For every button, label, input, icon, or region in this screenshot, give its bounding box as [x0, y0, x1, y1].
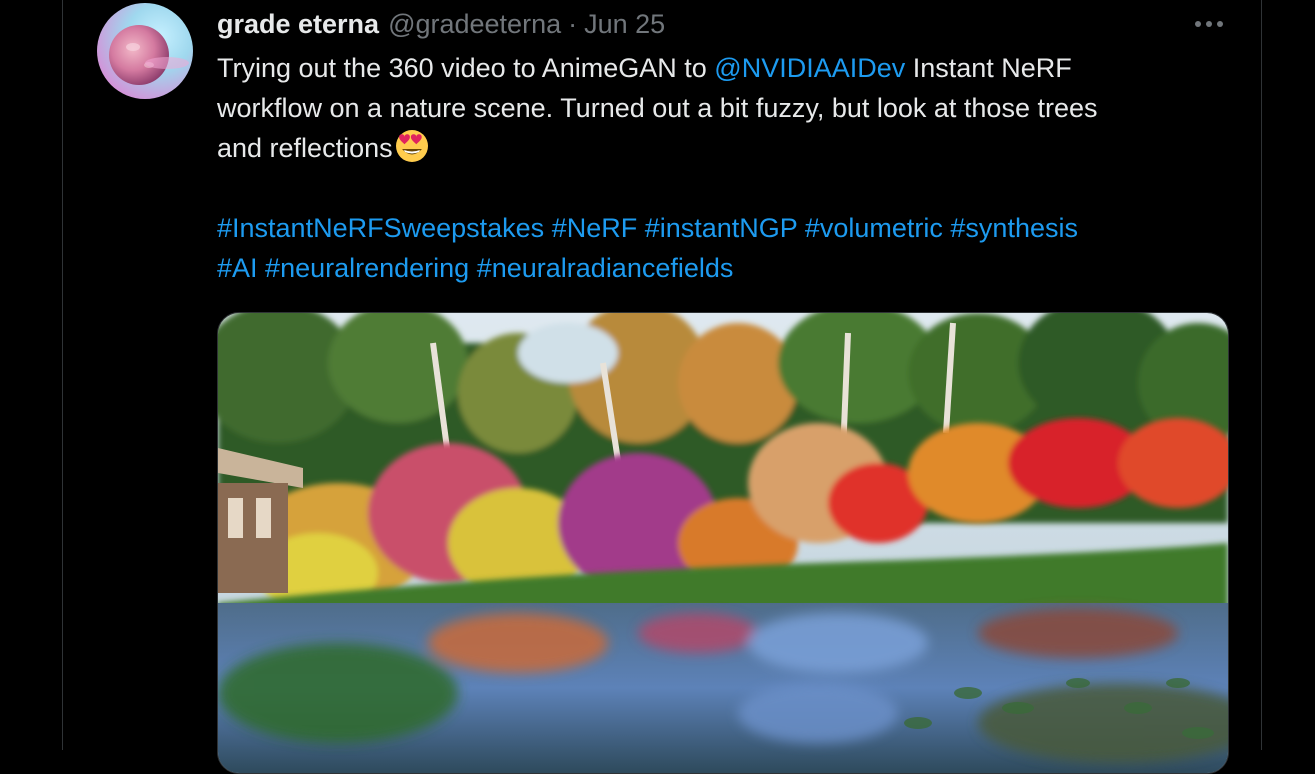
user-handle[interactable]: @gradeeterna	[388, 8, 562, 39]
hashtag-link[interactable]: #neuralradiancefields	[476, 253, 734, 283]
more-options-button[interactable]	[1185, 6, 1233, 42]
avatar[interactable]	[97, 3, 193, 99]
hashtag-link[interactable]: #AI	[217, 253, 258, 283]
tweet-media-video[interactable]	[217, 312, 1229, 774]
hashtag-list: #InstantNeRFSweepstakes #NeRF #instantNG…	[217, 208, 1227, 288]
hashtag-link[interactable]: #NeRF	[551, 213, 638, 243]
nature-scene-image	[218, 313, 1228, 773]
tweet-text-part2: Instant NeRF workflow on a nature scene.…	[217, 53, 1098, 163]
hashtag-link[interactable]: #neuralrendering	[265, 253, 470, 283]
hashtag-link[interactable]: #synthesis	[950, 213, 1078, 243]
mention-link[interactable]: @NVIDIAAIDev	[714, 53, 906, 83]
hashtag-link[interactable]: #InstantNeRFSweepstakes	[217, 213, 545, 243]
tweet-text-part1: Trying out the 360 video to AnimeGAN to	[217, 53, 715, 83]
tweet-header: grade eterna @gradeeterna · Jun 25	[217, 6, 665, 42]
separator-dot: ·	[568, 8, 578, 39]
tweet[interactable]: grade eterna @gradeeterna · Jun 25 Tryin…	[63, 0, 1261, 774]
timeline-column: grade eterna @gradeeterna · Jun 25 Tryin…	[62, 0, 1262, 774]
hashtag-link[interactable]: #instantNGP	[644, 213, 798, 243]
heart-eyes-emoji-icon	[393, 129, 431, 174]
tweet-text: Trying out the 360 video to AnimeGAN to …	[217, 48, 1227, 174]
display-name[interactable]: grade eterna	[217, 8, 380, 39]
moon-avatar-icon	[97, 3, 193, 99]
hashtag-link[interactable]: #volumetric	[804, 213, 943, 243]
tweet-date[interactable]: Jun 25	[584, 8, 666, 39]
more-options-icon	[1195, 21, 1223, 27]
